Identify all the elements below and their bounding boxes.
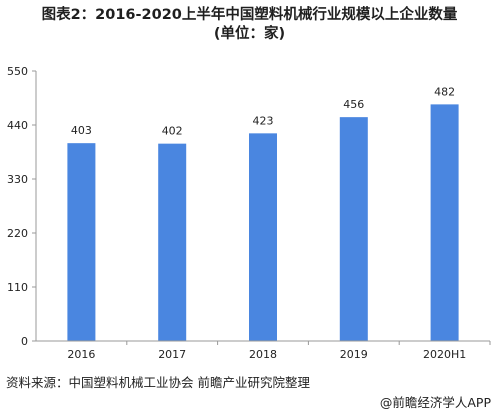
x-tick-label: 2018: [249, 348, 277, 361]
y-tick-label: 550: [7, 65, 28, 78]
source-note: 资料来源：中国塑料机械工业协会 前瞻产业研究院整理: [6, 375, 310, 390]
x-axis: 2016 2017 2018 2019 2020H1: [36, 340, 491, 361]
bar-value-label: 403: [71, 124, 92, 137]
bar-value-label: 423: [253, 114, 274, 127]
y-tick-label: 330: [7, 173, 28, 186]
bar: [339, 117, 368, 342]
x-tick-label: 2016: [67, 348, 95, 361]
x-tick-label: 2019: [340, 348, 368, 361]
y-tick-label: 110: [7, 281, 28, 294]
brand-watermark: @前瞻经济学人APP: [379, 395, 491, 410]
bar-value-label: 402: [162, 125, 183, 138]
y-tick-label: 0: [21, 335, 28, 348]
bar: [67, 143, 96, 341]
bars: 403 402 423 456 482: [67, 85, 459, 342]
bar: [158, 143, 187, 341]
bar-value-label: 482: [434, 85, 455, 98]
y-tick-label: 220: [7, 227, 28, 240]
chart-title: 图表2：2016-2020上半年中国塑料机械行业规模以上企业数量 (单位：家): [0, 6, 499, 44]
bar-value-label: 456: [343, 98, 364, 111]
bar: [249, 133, 277, 341]
y-axis: 0 110 220 330 440 550: [7, 65, 37, 348]
x-tick-label: 2017: [158, 348, 186, 361]
bar: [430, 104, 459, 341]
chart-title-unit: (单位：家): [213, 26, 286, 42]
chart-title-line1: 图表2：2016-2020上半年中国塑料机械行业规模以上企业数量: [41, 7, 458, 23]
x-tick-label: 2020H1: [423, 348, 466, 361]
y-tick-label: 440: [7, 119, 28, 132]
